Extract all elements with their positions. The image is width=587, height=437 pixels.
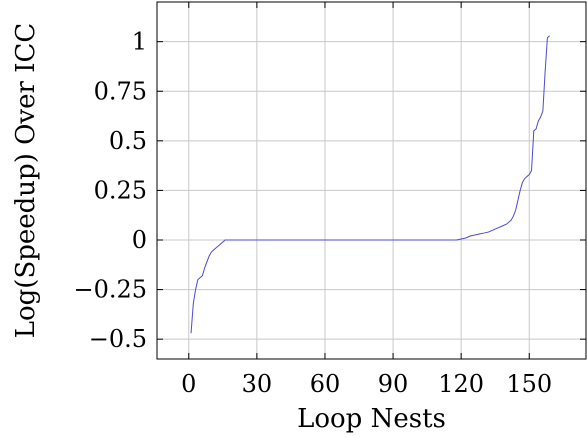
y-tick-label: 0.75 xyxy=(94,77,147,105)
y-tick-label: −0.25 xyxy=(73,276,147,304)
series-layer xyxy=(190,35,551,334)
y-tick-labels: −0.5 −0.25 0 0.25 0.5 0.75 1 xyxy=(73,28,147,353)
y-tick-label: 0.25 xyxy=(94,176,147,204)
x-tick-label: 90 xyxy=(378,370,409,398)
x-tick-label: 0 xyxy=(181,370,196,398)
tick-marks xyxy=(157,2,586,359)
y-axis-label: Log(Speedup) Over ICC xyxy=(11,23,41,339)
y-tick-label: 1 xyxy=(132,28,147,56)
x-tick-label: 150 xyxy=(506,370,552,398)
y-tick-label: 0.5 xyxy=(109,127,147,155)
x-tick-labels: 0 30 60 90 120 150 xyxy=(181,370,552,398)
grid-lines xyxy=(157,2,586,359)
plot-area-frame xyxy=(156,1,587,360)
x-tick-label: 120 xyxy=(438,370,484,398)
series-line xyxy=(190,35,551,334)
x-tick-label: 30 xyxy=(242,370,273,398)
x-axis-label: Loop Nests xyxy=(297,404,446,434)
x-tick-label: 60 xyxy=(310,370,341,398)
y-tick-label: −0.5 xyxy=(89,325,147,353)
y-tick-label: 0 xyxy=(132,226,147,254)
